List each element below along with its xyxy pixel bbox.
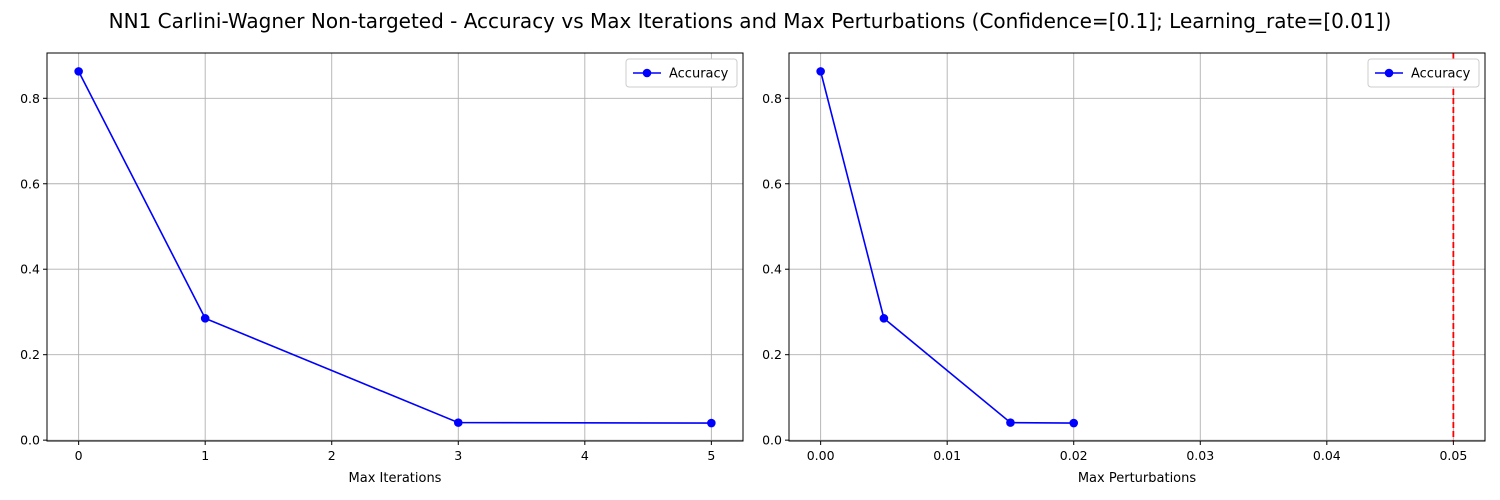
y-tick-label: 0.2 [762, 347, 782, 362]
x-tick-label: 0.02 [1060, 448, 1088, 463]
x-tick-label: 2 [328, 448, 336, 463]
x-tick-label: 0.01 [933, 448, 961, 463]
chart-panel-perturbations: 0.00 0.01 0.02 0.03 0.04 0.05 0.0 0.2 0.4 0.6 0.8 M… [762, 52, 1486, 486]
legend-box [625, 58, 738, 88]
data-point [453, 418, 463, 427]
legend-marker [642, 68, 652, 78]
y-tick-label: 0.2 [20, 347, 40, 362]
x-tick-label: 0.00 [807, 448, 835, 463]
y-tick-label: 0.0 [762, 433, 782, 448]
x-axis-label: Max Perturbations [1078, 471, 1197, 486]
y-tick-label: 0.8 [20, 91, 40, 106]
y-tick-label: 0.8 [762, 91, 782, 106]
x-tick-label: 0.05 [1439, 448, 1467, 463]
x-tick-label: 0.03 [1186, 448, 1214, 463]
plot-frame [788, 52, 1486, 442]
plot-frame [46, 52, 744, 442]
legend: Accuracy [1367, 58, 1480, 88]
legend-marker [1384, 68, 1394, 78]
x-axis-label: Max Iterations [349, 471, 442, 486]
series-line-accuracy [819, 71, 1074, 424]
data-point [879, 314, 889, 323]
legend: Accuracy [625, 58, 738, 88]
x-tick-label: 4 [581, 448, 589, 463]
x-tick-label: 3 [454, 448, 462, 463]
data-point [74, 67, 83, 76]
y-tick-label: 0.6 [20, 176, 40, 191]
data-point [816, 67, 825, 76]
figure-title: NN1 Carlini-Wagner Non-targeted - Accura… [109, 9, 1392, 33]
legend-box [1367, 58, 1480, 88]
y-tick-label: 0.4 [20, 262, 40, 277]
data-point [1069, 418, 1079, 428]
x-tick-label: 0 [75, 448, 83, 463]
legend-label: Accuracy [1411, 67, 1471, 82]
data-point [1006, 418, 1015, 427]
y-tick-label: 0.0 [20, 433, 40, 448]
chart-panel-iterations: 0 1 2 3 4 5 0.0 0.2 0.4 0.6 0.8 Max Iterations Accur… [20, 52, 744, 486]
data-point [707, 418, 716, 428]
x-tick-label: 5 [707, 448, 715, 463]
series-line-accuracy [77, 71, 712, 424]
y-tick-label: 0.6 [762, 176, 782, 191]
x-tick-label: 1 [201, 448, 209, 463]
x-tick-label: 0.04 [1313, 448, 1341, 463]
y-tick-label: 0.4 [762, 262, 782, 277]
legend-label: Accuracy [669, 67, 729, 82]
data-point [200, 314, 210, 323]
